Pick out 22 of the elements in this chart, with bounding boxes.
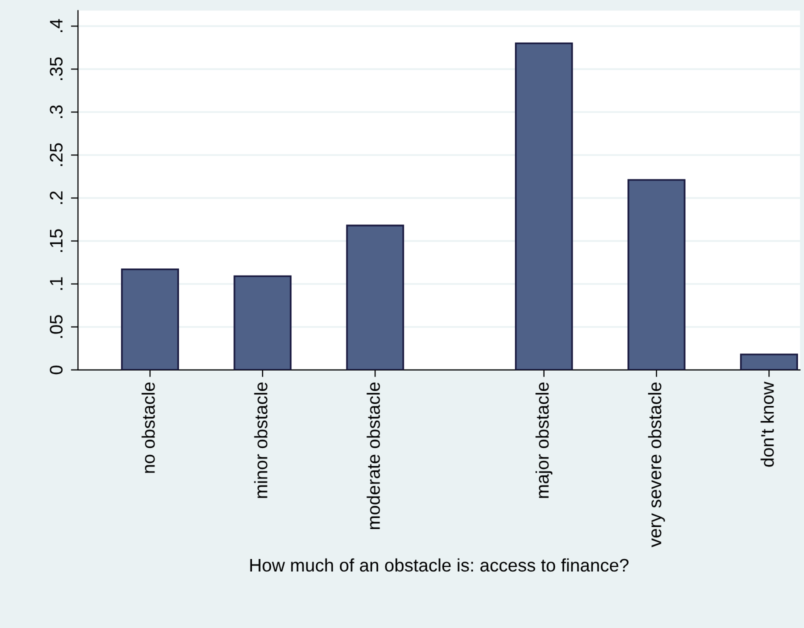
x-tick-label: major obstacle bbox=[536, 382, 552, 498]
bar bbox=[628, 179, 686, 370]
y-tick-label: .4 bbox=[50, 19, 62, 32]
y-tick-label: .25 bbox=[50, 143, 63, 166]
y-tick-label: .35 bbox=[50, 57, 63, 80]
y-tick-label: .2 bbox=[50, 191, 62, 204]
x-tick-label: very severe obstacle bbox=[648, 382, 665, 548]
bar bbox=[121, 268, 179, 370]
x-tick-label: moderate obstacle bbox=[366, 382, 380, 530]
x-tick-label: minor obstacle bbox=[254, 382, 268, 498]
y-tick-label: .05 bbox=[50, 315, 63, 338]
x-tick-label: don't know bbox=[760, 382, 774, 467]
y-tick-label: .3 bbox=[50, 105, 63, 118]
bar bbox=[740, 354, 798, 370]
y-tick-label: 0 bbox=[50, 366, 63, 374]
y-tick-label: .15 bbox=[50, 229, 63, 252]
y-tick-label: .1 bbox=[50, 277, 62, 290]
bar bbox=[514, 42, 573, 370]
x-axis-title: How much of an obstacle is: access to finance? bbox=[250, 558, 629, 572]
x-tick-label: no obstacle bbox=[142, 382, 155, 473]
bar bbox=[346, 224, 404, 370]
bar bbox=[234, 275, 292, 370]
